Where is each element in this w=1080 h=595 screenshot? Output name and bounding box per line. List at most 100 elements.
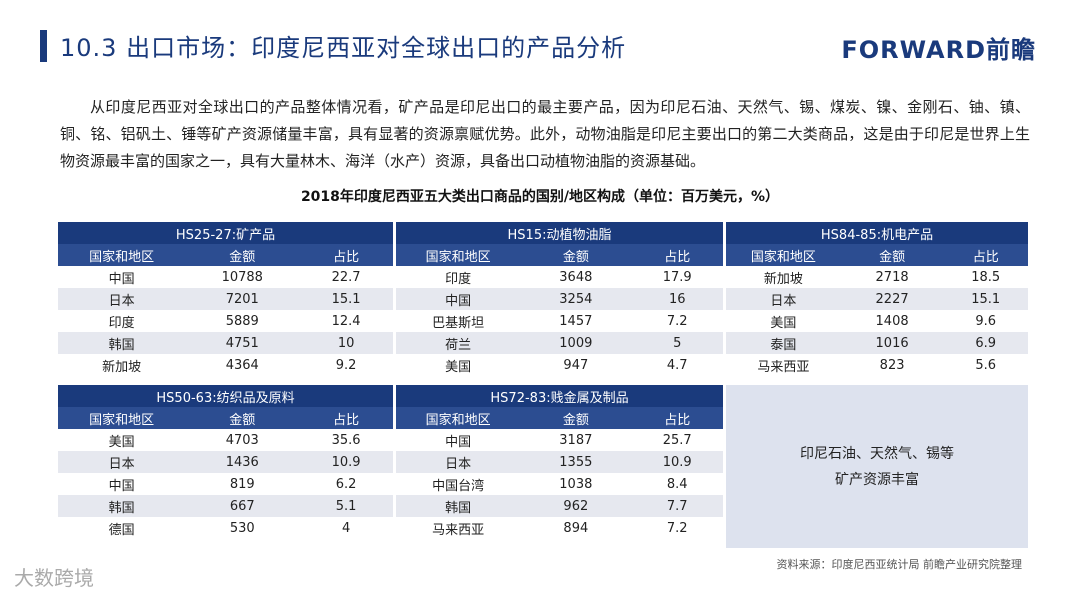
table-cell: 7201 xyxy=(185,288,300,310)
table-cell: 5 xyxy=(631,332,723,354)
table-title: HS84-85:机电产品 xyxy=(726,222,1028,244)
table-row: 韩国 667 5.1 xyxy=(58,495,393,517)
data-table: HS72-83:贱金属及制品 国家和地区 金额 占比 中国 3187 25.7 日本 1355 1… xyxy=(396,385,723,539)
table-cell: 中国 xyxy=(58,266,186,288)
table-cell: 4364 xyxy=(185,354,300,376)
logo: FORWARD前瞻 xyxy=(841,36,1036,64)
table-cell: 18.5 xyxy=(943,266,1028,288)
table-title-row: HS84-85:机电产品 xyxy=(726,222,1028,244)
table-cell: 7.2 xyxy=(631,310,723,332)
column-header: 金额 xyxy=(185,407,300,429)
table-cell: 10 xyxy=(299,332,393,354)
intro-text: 从印度尼西亚对全球出口的产品整体情况看，矿产品是印尼出口的最主要产品，因为印尼石… xyxy=(60,98,1030,170)
table-cell: 韩国 xyxy=(58,495,186,517)
column-header: 国家和地区 xyxy=(396,244,521,266)
table-row: 马来西亚 823 5.6 xyxy=(726,354,1028,376)
column-header: 国家和地区 xyxy=(58,407,186,429)
table-row: 新加坡 4364 9.2 xyxy=(58,354,393,376)
table-row: 荷兰 1009 5 xyxy=(396,332,723,354)
table-cell: 中国 xyxy=(396,288,521,310)
note-box: 印尼石油、天然气、锡等 矿产资源丰富 xyxy=(726,385,1028,548)
table-cell: 8.4 xyxy=(631,473,723,495)
table-cell: 3187 xyxy=(520,429,632,451)
table-title: HS15:动植物油脂 xyxy=(396,222,723,244)
table-title: 2018年印度尼西亚五大类出口商品的国别/地区构成（单位：百万美元，%） xyxy=(300,189,780,205)
table-cell: 韩国 xyxy=(396,495,521,517)
table-row: 中国台湾 1038 8.4 xyxy=(396,473,723,495)
column-header: 金额 xyxy=(185,244,300,266)
table-cell: 12.4 xyxy=(299,310,393,332)
table-cell: 22.7 xyxy=(299,266,393,288)
table-row: 中国 3254 16 xyxy=(396,288,723,310)
table-cell: 4703 xyxy=(185,429,300,451)
table-cell: 1355 xyxy=(520,451,632,473)
table-row: 巴基斯坦 1457 7.2 xyxy=(396,310,723,332)
table-title-row: HS15:动植物油脂 xyxy=(396,222,723,244)
watermark: 大数跨境 xyxy=(14,566,94,590)
table-title: HS72-83:贱金属及制品 xyxy=(396,385,723,407)
table-cell: 35.6 xyxy=(299,429,393,451)
table-row: 日本 1436 10.9 xyxy=(58,451,393,473)
header-row: 国家和地区 金额 占比 xyxy=(396,244,723,266)
table-cell: 中国 xyxy=(58,473,186,495)
table-cell: 泰国 xyxy=(726,332,841,354)
table-cell: 日本 xyxy=(58,288,186,310)
table-cell: 4751 xyxy=(185,332,300,354)
table-row: 日本 7201 15.1 xyxy=(58,288,393,310)
table-row: 德国 530 4 xyxy=(58,517,393,539)
column-header: 占比 xyxy=(299,407,393,429)
table-cell: 15.1 xyxy=(299,288,393,310)
table-cell: 16 xyxy=(631,288,723,310)
table-cell: 15.1 xyxy=(943,288,1028,310)
table-cell: 美国 xyxy=(396,354,521,376)
table-cell: 荷兰 xyxy=(396,332,521,354)
table-cell: 823 xyxy=(840,354,944,376)
table-cell: 新加坡 xyxy=(726,266,841,288)
table-cell: 25.7 xyxy=(631,429,723,451)
table-cell: 9.6 xyxy=(943,310,1028,332)
column-header: 国家和地区 xyxy=(396,407,521,429)
table-row: 韩国 962 7.7 xyxy=(396,495,723,517)
table-cell: 5.1 xyxy=(299,495,393,517)
table-cell: 947 xyxy=(520,354,632,376)
table-row: 马来西亚 894 7.2 xyxy=(396,517,723,539)
table-cell: 6.9 xyxy=(943,332,1028,354)
table-cell: 1038 xyxy=(520,473,632,495)
table-row: 新加坡 2718 18.5 xyxy=(726,266,1028,288)
title-bar xyxy=(40,30,47,62)
table-cell: 7.7 xyxy=(631,495,723,517)
table-row: 中国 819 6.2 xyxy=(58,473,393,495)
table-cell: 美国 xyxy=(726,310,841,332)
table-row: 中国 3187 25.7 xyxy=(396,429,723,451)
table-cell: 894 xyxy=(520,517,632,539)
data-table: HS50-63:纺织品及原料 国家和地区 金额 占比 美国 4703 35.6 日本 1436 1… xyxy=(58,385,393,539)
table-cell: 3254 xyxy=(520,288,632,310)
header-row: 国家和地区 金额 占比 xyxy=(58,407,393,429)
table-cell: 4.7 xyxy=(631,354,723,376)
column-header: 占比 xyxy=(631,407,723,429)
table-cell: 5889 xyxy=(185,310,300,332)
table-cell: 962 xyxy=(520,495,632,517)
slide-title: 10.3 出口市场：印度尼西亚对全球出口的产品分析 xyxy=(60,34,627,62)
table-cell: 1009 xyxy=(520,332,632,354)
table-row: 日本 1355 10.9 xyxy=(396,451,723,473)
table-row: 美国 947 4.7 xyxy=(396,354,723,376)
table-cell: 530 xyxy=(185,517,300,539)
source: 资料来源：印度尼西亚统计局 前瞻产业研究院整理 xyxy=(776,558,1023,571)
data-table: HS15:动植物油脂 国家和地区 金额 占比 印度 3648 17.9 中国 3254 16 巴基斯… xyxy=(396,222,723,376)
table-row: 日本 2227 15.1 xyxy=(726,288,1028,310)
table-cell: 2718 xyxy=(840,266,944,288)
table-cell: 10.9 xyxy=(631,451,723,473)
table-cell: 马来西亚 xyxy=(726,354,841,376)
table-title-row: HS25-27:矿产品 xyxy=(58,222,393,244)
table-cell: 韩国 xyxy=(58,332,186,354)
data-table: HS25-27:矿产品 国家和地区 金额 占比 中国 10788 22.7 日本 7201 15.… xyxy=(58,222,393,376)
table-cell: 新加坡 xyxy=(58,354,186,376)
table-row: 印度 5889 12.4 xyxy=(58,310,393,332)
table-cell: 中国 xyxy=(396,429,521,451)
note-line: 矿产资源丰富 xyxy=(835,471,919,488)
table-title: HS25-27:矿产品 xyxy=(58,222,393,244)
table-cell: 4 xyxy=(299,517,393,539)
table-cell: 日本 xyxy=(396,451,521,473)
